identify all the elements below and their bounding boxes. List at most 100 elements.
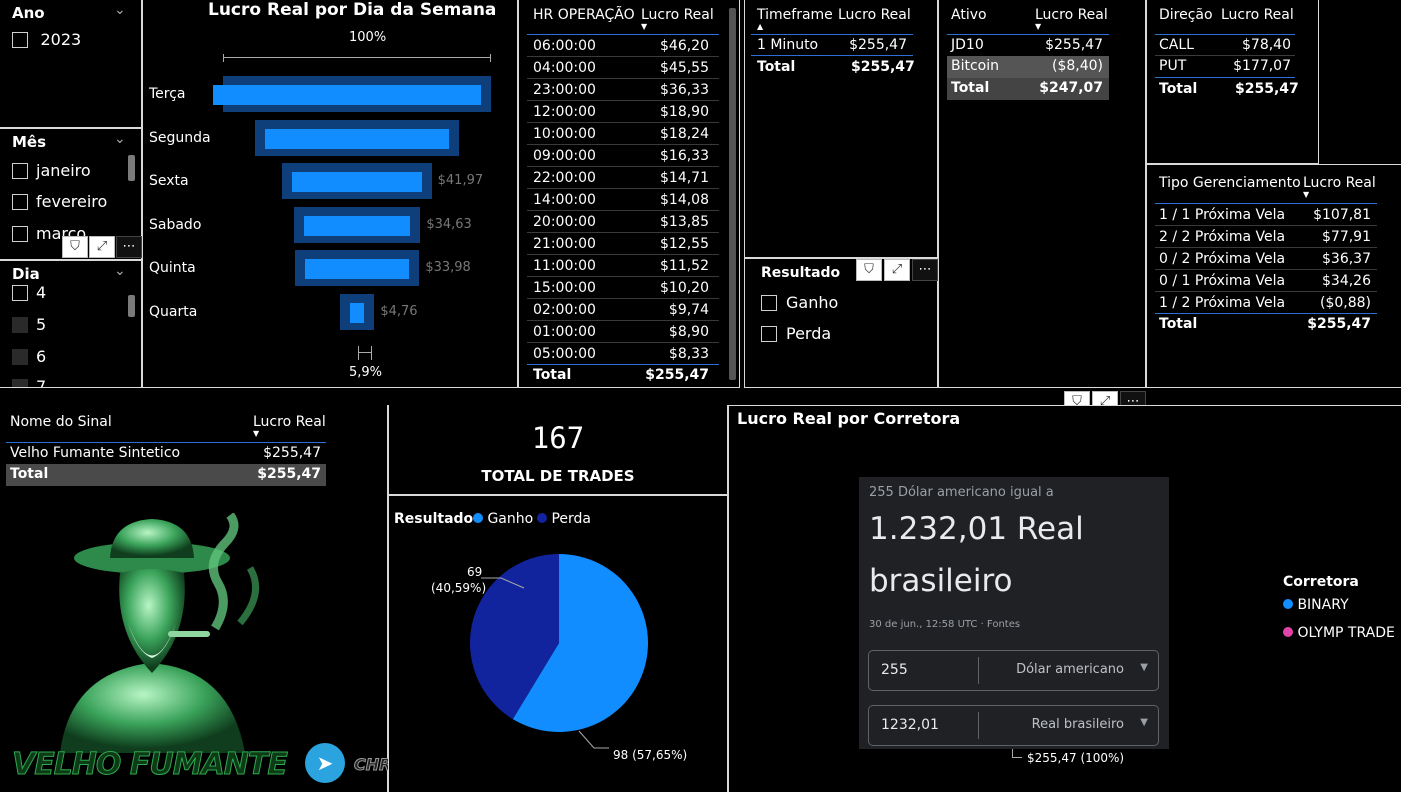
table-row[interactable]: 10:00:00 $18,24 xyxy=(527,123,719,145)
slicer-dia-option[interactable]: 7 xyxy=(12,377,46,387)
table-row[interactable]: 12:00:00 $18,90 xyxy=(527,101,719,123)
funnel-bar[interactable] xyxy=(304,259,410,279)
checkbox[interactable] xyxy=(12,378,28,387)
slicer-mes-option[interactable]: fevereiro xyxy=(12,192,107,211)
more-options-icon[interactable]: ⋯ xyxy=(912,259,938,281)
filter-icon[interactable]: ⛉ xyxy=(62,236,88,258)
col-header-gerenciamento[interactable]: Tipo Gerenciamento xyxy=(1159,175,1301,191)
slicer-dia-option[interactable]: 4 xyxy=(12,283,46,302)
table-row[interactable]: CALL $78,40 xyxy=(1155,34,1295,56)
col-header-timeframe[interactable]: Timeframe ▲ xyxy=(757,7,833,31)
dropdown-arrow-icon[interactable]: ▼ xyxy=(1140,662,1148,673)
table-row[interactable]: PUT $177,07 xyxy=(1155,56,1295,78)
table-row[interactable]: 06:00:00 $46,20 xyxy=(527,35,719,57)
pie-slice-perda[interactable] xyxy=(470,554,559,720)
checkbox[interactable] xyxy=(12,193,28,210)
focus-mode-icon[interactable]: ⤢ xyxy=(89,236,115,258)
checkbox[interactable] xyxy=(761,294,777,311)
funnel-value-label: $41,97 xyxy=(437,173,484,188)
table-row[interactable]: 23:00:00 $36,33 xyxy=(527,79,719,101)
chevron-down-icon[interactable]: ⌄ xyxy=(114,263,126,279)
table-row[interactable]: 1 Minuto $255,47 xyxy=(751,34,913,56)
table-row[interactable]: 1 / 1 Próxima Vela $107,81 xyxy=(1155,204,1377,226)
table-row-selected[interactable]: Bitcoin ($8,40) xyxy=(947,56,1109,78)
currency-select-brl[interactable]: Real brasileiro xyxy=(1031,717,1124,732)
col-header-lucro[interactable]: Lucro Real ▼ xyxy=(641,7,714,31)
pie-legend-item-ganho[interactable]: Ganho xyxy=(473,511,533,527)
currency-select-usd[interactable]: Dólar americano xyxy=(1016,662,1124,677)
table-row[interactable]: 15:00:00 $10,20 xyxy=(527,277,719,299)
col-header-lucro[interactable]: Lucro Real ▼ xyxy=(1303,175,1376,199)
funnel-bar[interactable] xyxy=(292,172,422,192)
direcao-table: Direção Lucro Real CALL $78,40 PUT $177,… xyxy=(1146,0,1319,164)
total-value: $255,47 xyxy=(645,367,709,383)
scrollbar[interactable] xyxy=(128,295,135,317)
col-header-direcao[interactable]: Direção xyxy=(1159,7,1213,23)
table-row[interactable]: 09:00:00 $16,33 xyxy=(527,145,719,167)
table-row[interactable]: JD10 $255,47 xyxy=(947,34,1109,56)
table-row[interactable]: 21:00:00 $12,55 xyxy=(527,233,719,255)
more-options-icon[interactable]: ⋯ xyxy=(116,236,142,258)
table-row[interactable]: 01:00:00 $8,90 xyxy=(527,321,719,343)
cell: JD10 xyxy=(951,37,984,53)
col-header-lucro[interactable]: Lucro Real ▼ xyxy=(253,414,326,438)
table-row[interactable]: 0 / 1 Próxima Vela $34,26 xyxy=(1155,270,1377,292)
dropdown-arrow-icon[interactable]: ▼ xyxy=(1140,717,1148,728)
slicer-ano-option[interactable]: 2023 xyxy=(12,30,81,49)
cell: $77,91 xyxy=(1322,229,1371,245)
checkbox[interactable] xyxy=(12,225,28,242)
table-row[interactable]: 1 / 2 Próxima Vela ($0,88) xyxy=(1155,292,1377,314)
slicer-resultado-title: Resultado xyxy=(761,265,841,281)
col-header-sinal[interactable]: Nome do Sinal xyxy=(10,414,112,430)
col-header-lucro[interactable]: Lucro Real xyxy=(838,7,911,23)
checkbox[interactable] xyxy=(12,316,28,333)
table-row[interactable]: 22:00:00 $14,71 xyxy=(527,167,719,189)
amount-input-brl[interactable]: 1232,01 xyxy=(881,717,939,733)
corretora-legend-item-olymp[interactable]: OLYMP TRADE xyxy=(1283,625,1395,641)
cell: 20:00:00 xyxy=(533,214,596,230)
checkbox[interactable] xyxy=(761,325,777,342)
checkbox[interactable] xyxy=(12,162,28,179)
slicer-resultado-option[interactable]: Perda xyxy=(761,324,831,343)
table-row[interactable]: 05:00:00 $8,33 xyxy=(527,343,719,365)
col-header-hr[interactable]: HR OPERAÇÃO xyxy=(533,7,635,23)
cell: 1 Minuto xyxy=(757,37,819,53)
divider xyxy=(978,657,979,684)
pie-slice-ganho[interactable] xyxy=(512,554,648,732)
funnel-bar[interactable] xyxy=(265,128,449,149)
scrollbar[interactable] xyxy=(729,8,736,380)
focus-mode-icon[interactable]: ⤢ xyxy=(884,259,910,281)
funnel-bar[interactable] xyxy=(303,215,411,236)
funnel-value-label: $4,76 xyxy=(380,303,418,319)
table-row[interactable]: Velho Fumante Sintetico $255,47 xyxy=(6,442,326,464)
legend-dot xyxy=(537,513,547,523)
table-row[interactable]: 0 / 2 Próxima Vela $36,37 xyxy=(1155,248,1377,270)
slicer-dia-option[interactable]: 6 xyxy=(12,347,46,366)
slicer-resultado-option[interactable]: Ganho xyxy=(761,293,838,312)
table-row[interactable]: 04:00:00 $45,55 xyxy=(527,57,719,79)
table-row[interactable]: 2 / 2 Próxima Vela $77,91 xyxy=(1155,226,1377,248)
pie-legend-item-perda[interactable]: Perda xyxy=(537,511,591,527)
slicer-dia-option[interactable]: 5 xyxy=(12,315,46,334)
table-total-row: Total $247,07 xyxy=(947,78,1109,100)
checkbox[interactable] xyxy=(12,348,28,365)
chevron-down-icon[interactable]: ⌄ xyxy=(114,2,126,18)
scrollbar[interactable] xyxy=(128,155,135,181)
funnel-bar[interactable] xyxy=(349,302,365,323)
currency-converter-card: 255 Dólar americano igual a 1.232,01 Rea… xyxy=(859,477,1169,749)
amount-input-usd[interactable]: 255 xyxy=(881,662,908,678)
table-row[interactable]: 20:00:00 $13,85 xyxy=(527,211,719,233)
col-header-lucro[interactable]: Lucro Real xyxy=(1221,7,1294,23)
table-row[interactable]: 14:00:00 $14,08 xyxy=(527,189,719,211)
col-header-ativo[interactable]: Ativo xyxy=(951,7,987,23)
filter-icon[interactable]: ⛉ xyxy=(856,259,882,281)
checkbox[interactable] xyxy=(12,31,28,48)
table-row[interactable]: 11:00:00 $11,52 xyxy=(527,255,719,277)
checkbox[interactable] xyxy=(12,284,28,301)
chevron-down-icon[interactable]: ⌄ xyxy=(114,131,126,147)
col-header-lucro[interactable]: Lucro Real ▼ xyxy=(1035,7,1108,31)
corretora-legend-item-binary[interactable]: BINARY xyxy=(1283,597,1349,613)
table-row[interactable]: 02:00:00 $9,74 xyxy=(527,299,719,321)
funnel-bar[interactable] xyxy=(213,85,481,105)
slicer-mes-option[interactable]: janeiro xyxy=(12,161,91,180)
